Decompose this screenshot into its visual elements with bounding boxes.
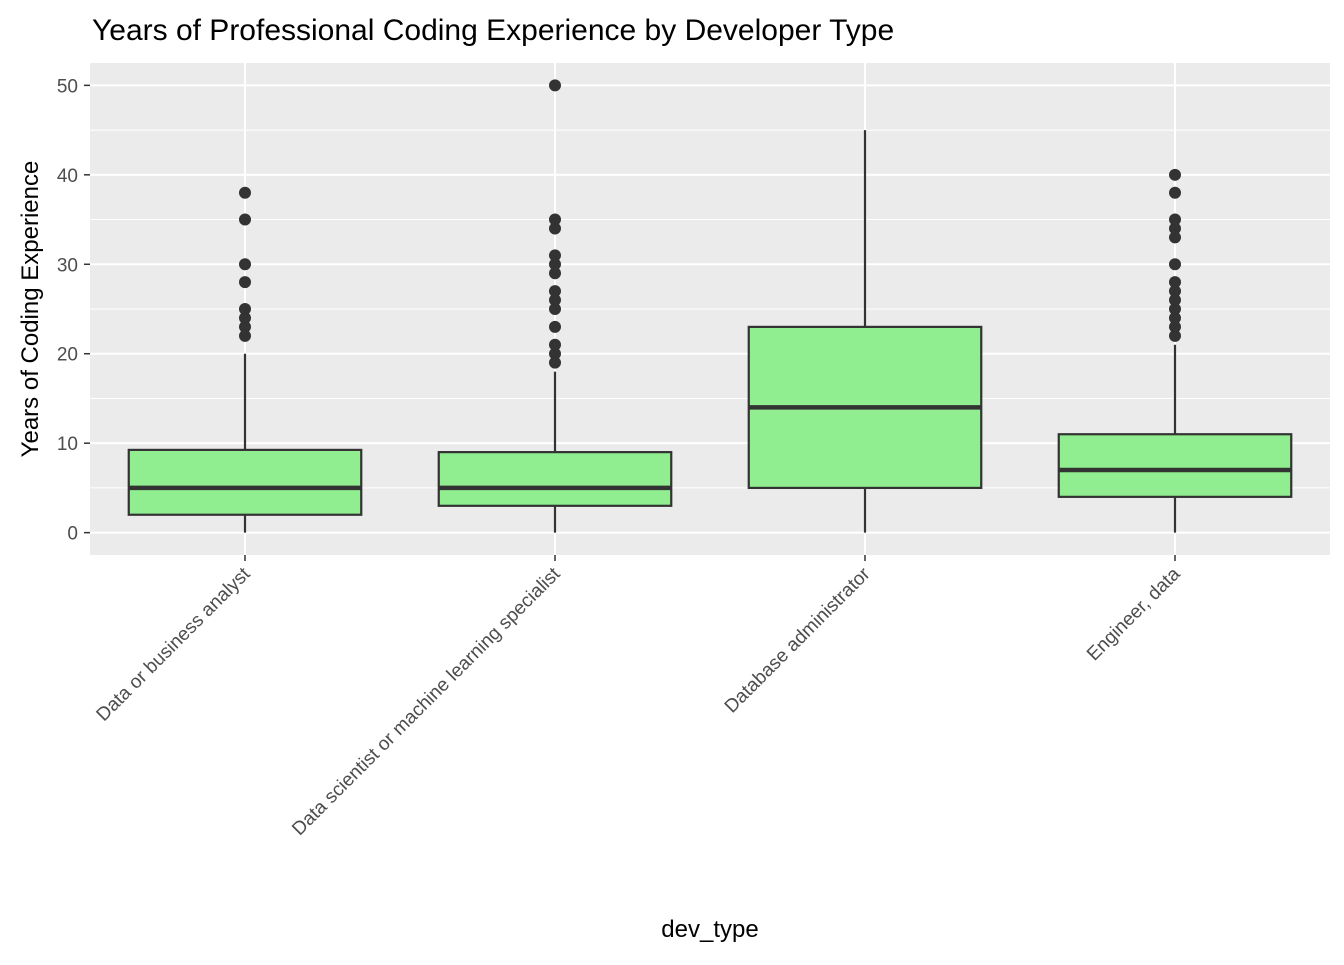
outlier-point	[239, 303, 251, 315]
box-0	[127, 186, 363, 533]
chart-title: Years of Professional Coding Experience …	[92, 14, 894, 47]
y-axis-ticks: 0 10 20 30 40 50	[57, 76, 90, 545]
outlier-point	[549, 249, 561, 262]
box-1	[437, 79, 673, 533]
y-tick-label: 30	[57, 255, 78, 276]
outlier-point	[549, 356, 561, 369]
outlier-point	[549, 294, 561, 307]
x-tick-label: Data or business analyst	[93, 563, 255, 725]
x-tick-label: Data scientist or machine learning speci…	[288, 563, 565, 840]
outlier-point	[1169, 311, 1181, 324]
outlier-point	[1169, 320, 1181, 333]
outlier-point	[549, 347, 561, 360]
outlier-point	[239, 329, 251, 342]
outlier-point	[549, 79, 561, 92]
y-axis-label: Years of Coding Experience	[17, 161, 44, 458]
outlier-point	[1169, 222, 1181, 235]
outlier-point	[549, 338, 561, 351]
outlier-point	[1169, 294, 1181, 307]
box-3	[1057, 168, 1293, 533]
outlier-point	[1169, 276, 1181, 289]
outlier-point	[549, 285, 561, 298]
boxes	[127, 79, 1293, 533]
x-tick-label: Database administrator	[721, 563, 875, 717]
outlier-point	[1169, 231, 1181, 244]
outlier-point	[1169, 285, 1181, 298]
outlier-point	[1169, 329, 1181, 342]
outlier-point	[239, 258, 251, 271]
outlier-point	[239, 311, 251, 324]
outlier-point	[549, 267, 561, 280]
x-axis-label: dev_type	[661, 916, 758, 943]
y-tick-label: 50	[57, 76, 78, 97]
outlier-point	[239, 213, 251, 226]
box-iqr	[1057, 433, 1293, 498]
outlier-point	[239, 276, 251, 289]
outlier-point	[1169, 168, 1181, 181]
outlier-point	[549, 320, 561, 333]
box-2	[747, 130, 983, 533]
outlier-point	[1169, 186, 1181, 199]
outlier-point	[1169, 258, 1181, 271]
box-iqr	[127, 448, 363, 516]
outlier-point	[549, 303, 561, 315]
y-tick-label: 0	[67, 524, 78, 545]
outlier-point	[549, 222, 561, 235]
outlier-point	[239, 186, 251, 199]
y-tick-label: 40	[57, 166, 78, 187]
y-tick-label: 10	[57, 434, 78, 455]
outlier-point	[1169, 303, 1181, 315]
y-tick-label: 20	[57, 345, 78, 366]
outlier-point	[549, 213, 561, 226]
outlier-point	[239, 320, 251, 333]
box-iqr	[437, 451, 673, 507]
x-tick-label: Engineer, data	[1083, 563, 1185, 665]
outlier-point	[549, 258, 561, 271]
outlier-point	[1169, 213, 1181, 226]
x-axis-ticks: Data or business analyst Data scientist o…	[93, 555, 1185, 840]
